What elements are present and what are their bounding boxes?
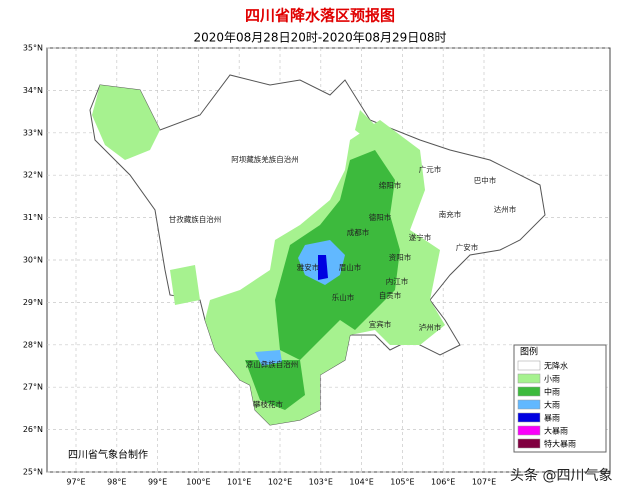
lat-label: 30°N (23, 256, 43, 265)
region-label: 广元市 (419, 164, 442, 174)
lat-label: 32°N (23, 171, 43, 180)
subtitle: 2020年08月28日20时-2020年08月29日08时 (193, 31, 446, 45)
region-label: 巴中市 (474, 175, 497, 185)
lat-label: 28°N (23, 340, 43, 349)
legend-label: 特大暴雨 (544, 439, 576, 449)
lon-label: 103°E (309, 478, 333, 487)
region-label: 绵阳市 (379, 180, 402, 190)
legend-swatch (517, 360, 541, 371)
heavy-rain-area (255, 350, 282, 366)
lon-label: 102°E (268, 478, 292, 487)
region-label: 雅安市 (297, 262, 320, 272)
lon-label: 107°E (472, 478, 496, 487)
moderate-rain-area (245, 360, 305, 410)
lat-label: 31°N (23, 213, 43, 222)
region-label: 乐山市 (332, 292, 355, 302)
legend-label: 大暴雨 (544, 426, 568, 436)
region-label: 南充市 (439, 209, 462, 219)
lon-label: 99°E (148, 478, 167, 487)
legend-label: 无降水 (544, 361, 568, 371)
legend-swatch (517, 438, 541, 449)
region-label: 自贡市 (379, 290, 402, 300)
lon-label: 97°E (66, 478, 85, 487)
legend-swatch (517, 399, 541, 410)
lon-label: 106°E (431, 478, 455, 487)
title: 四川省降水落区预报图 (245, 7, 395, 25)
lat-label: 35°N (23, 44, 43, 53)
region-label: 遂宁市 (409, 232, 432, 242)
legend-swatch (517, 425, 541, 436)
lon-label: 104°E (349, 478, 373, 487)
lon-label: 105°E (390, 478, 414, 487)
light-rain-area (92, 85, 160, 160)
region-label: 凉山彝族自治州 (246, 359, 299, 369)
province-map (89, 74, 546, 426)
rainstorm-area (318, 255, 328, 280)
region-label: 宜宾市 (369, 319, 392, 329)
legend-label: 小雨 (544, 375, 560, 384)
legend-label: 暴雨 (544, 414, 560, 423)
region-label: 广安市 (456, 242, 479, 252)
footer: 四川省气象台制作 (68, 448, 148, 461)
region-label: 攀枝花市 (253, 399, 283, 409)
legend-swatch (517, 373, 541, 384)
region-label: 内江市 (386, 276, 409, 286)
lat-label: 34°N (23, 86, 43, 95)
region-label: 眉山市 (339, 262, 362, 272)
lat-label: 26°N (23, 425, 43, 434)
lat-label: 33°N (23, 128, 43, 137)
axis-labels: 35°N 34°N 33°N 32°N 31°N 30°N 29°N 28°N 27°N 26°N… (23, 44, 496, 487)
region-label: 泸州市 (419, 322, 442, 332)
region-label: 阿坝藏族羌族自治州 (231, 154, 299, 164)
lon-label: 98°E (107, 478, 126, 487)
lon-label: 100°E (186, 478, 210, 487)
legend-label: 中雨 (544, 387, 560, 397)
legend-swatch (517, 386, 541, 397)
legend-label: 大雨 (544, 400, 560, 410)
lat-label: 27°N (23, 383, 43, 392)
light-rain-area (170, 265, 200, 305)
lat-label: 25°N (23, 468, 43, 477)
legend-title: 图例 (520, 346, 538, 358)
region-label: 资阳市 (389, 252, 412, 262)
region-label: 成都市 (347, 227, 370, 237)
region-label: 甘孜藏族自治州 (169, 214, 222, 224)
light-rain-area (355, 110, 375, 140)
region-label: 达州市 (494, 204, 517, 214)
lat-label: 29°N (23, 298, 43, 307)
legend-swatch (517, 412, 541, 423)
lon-label: 101°E (227, 478, 251, 487)
watermark: 头条 @四川气象 (510, 467, 612, 484)
region-label: 德阳市 (369, 212, 392, 222)
